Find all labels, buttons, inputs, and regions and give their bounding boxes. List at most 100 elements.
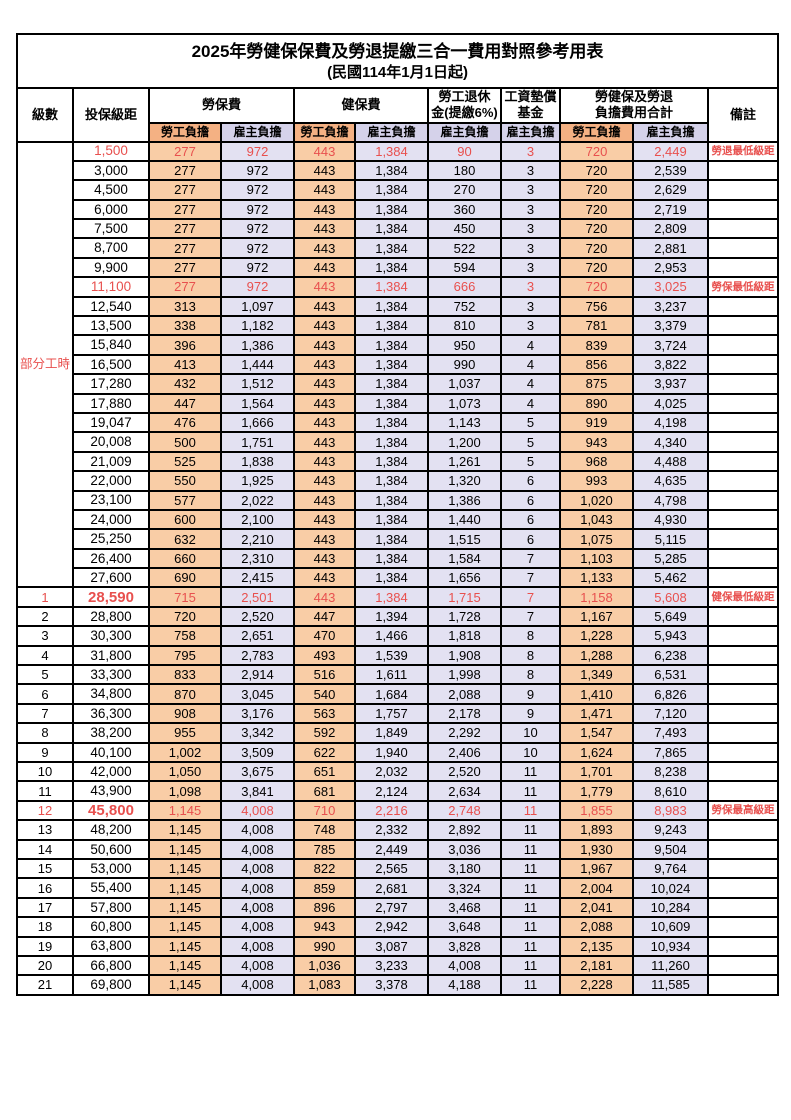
cell-salary: 48,200: [72, 819, 150, 841]
cell-total_er: 9,504: [632, 838, 709, 860]
cell-health_emp: 443: [293, 392, 356, 414]
cell-pension_er: 1,037: [427, 373, 502, 395]
cell-labor_er: 972: [220, 140, 295, 162]
cell-salary: 60,800: [72, 916, 150, 938]
table-row: 8,700 277 972 443 1,384 522 3 720 2,881: [17, 237, 779, 259]
cell-fund_er: 3: [500, 198, 561, 221]
cell-health_er: 2,797: [354, 896, 429, 919]
cell-pension_er: 1,656: [427, 567, 502, 589]
cell-labor_er: 2,022: [220, 489, 295, 511]
cell-health_er: 1,849: [354, 722, 429, 744]
cell-level: 8: [16, 722, 74, 744]
subheader-pension-employer: 雇主負擔: [427, 121, 502, 143]
cell-fund_er: 9: [500, 683, 561, 705]
cell-labor_emp: 277: [148, 276, 222, 298]
cell-total_er: 4,798: [632, 489, 709, 511]
cell-labor_emp: 690: [148, 567, 222, 589]
cell-total_emp: 1,779: [559, 780, 634, 802]
cell-total_er: 5,943: [632, 625, 709, 647]
cell-salary: 69,800: [72, 974, 150, 996]
cell-labor_emp: 313: [148, 295, 222, 318]
cell-labor_emp: 660: [148, 547, 222, 570]
cell-health_er: 3,378: [354, 974, 429, 996]
cell-fund_er: 6: [500, 508, 561, 531]
cell-total_emp: 875: [559, 373, 634, 395]
cell-labor_er: 972: [220, 159, 295, 182]
cell-pension_er: 1,440: [427, 508, 502, 531]
cell-health_emp: 516: [293, 664, 356, 686]
cell-health_emp: 493: [293, 644, 356, 667]
cell-total_er: 2,629: [632, 179, 709, 201]
cell-pension_er: 1,728: [427, 605, 502, 628]
page-title: 2025年勞健保保費及勞退提繳三合一費用對照參考用表: [191, 41, 604, 61]
header-row-sub: 勞工負擔 雇主負擔 勞工負擔 雇主負擔 雇主負擔 雇主負擔 勞工負擔 雇主負擔: [17, 121, 778, 143]
cell-salary: 45,800: [72, 799, 150, 822]
cell-labor_er: 4,008: [220, 974, 295, 996]
cell-total_emp: 756: [559, 295, 634, 318]
cell-health_emp: 443: [293, 353, 356, 376]
cell-health_emp: 651: [293, 760, 356, 783]
cell-total_er: 8,983: [632, 799, 709, 822]
cell-remark: [707, 431, 779, 453]
cell-level: 18: [16, 916, 74, 938]
table-row: 1 28,590 715 2,501 443 1,384 1,715 7 1,158 5,608 健…: [16, 586, 779, 608]
cell-health_er: 1,757: [354, 702, 429, 725]
cell-health_emp: 622: [293, 741, 356, 764]
table-body: 部分工時 1,500 277 972 443 1,384 90 3 720 2,449 勞退最低級距…: [16, 140, 779, 996]
table-row: 16 55,400 1,145 4,008 859 2,681 3,324 11 2,004 10…: [16, 877, 779, 899]
title-row: 2025年勞健保保費及勞退提繳三合一費用對照參考用表 (民國114年1月1日起): [16, 33, 779, 89]
cell-remark: [707, 838, 779, 860]
cell-total_emp: 720: [559, 218, 634, 240]
cell-pension_er: 360: [427, 198, 502, 221]
cell-salary: 36,300: [72, 702, 150, 725]
cell-fund_er: 8: [500, 644, 561, 667]
cell-pension_er: 1,515: [427, 528, 502, 550]
cell-level: 5: [16, 664, 74, 686]
cell-total_er: 6,531: [632, 664, 709, 686]
cell-labor_er: 4,008: [220, 935, 295, 957]
table-row: 15 53,000 1,145 4,008 822 2,565 3,180 11 1,967 9,…: [16, 857, 779, 880]
cell-labor_er: 972: [220, 179, 295, 201]
cell-fund_er: 3: [500, 295, 561, 318]
cell-salary: 30,300: [72, 625, 150, 647]
cell-pension_er: 950: [427, 334, 502, 356]
cell-health_er: 1,384: [354, 295, 429, 318]
cell-total_emp: 1,967: [559, 857, 634, 880]
cell-labor_er: 1,182: [220, 314, 295, 337]
cell-health_er: 1,384: [354, 547, 429, 570]
cell-pension_er: 1,818: [427, 625, 502, 647]
cell-pension_er: 1,998: [427, 664, 502, 686]
cell-remark: [707, 702, 779, 725]
cell-level: 3: [16, 625, 74, 647]
cell-fund_er: 3: [500, 276, 561, 298]
cell-health_emp: 443: [293, 528, 356, 550]
cell-labor_er: 3,176: [220, 702, 295, 725]
cell-health_emp: 822: [293, 857, 356, 880]
cell-health_emp: 592: [293, 722, 356, 744]
cell-fund_er: 5: [500, 431, 561, 453]
cell-total_er: 4,488: [632, 450, 709, 473]
table-row: 6 34,800 870 3,045 540 1,684 2,088 9 1,410 6,826: [16, 683, 779, 705]
table-row: 20,008 500 1,751 443 1,384 1,200 5 943 4,340: [17, 431, 779, 453]
cell-labor_emp: 1,145: [148, 974, 222, 996]
table-row: 10 42,000 1,050 3,675 651 2,032 2,520 11 1,701 8,…: [16, 760, 779, 783]
cell-health_emp: 443: [293, 159, 356, 182]
cell-fund_er: 4: [500, 373, 561, 395]
table-row: 17 57,800 1,145 4,008 896 2,797 3,468 11 2,041 10…: [16, 896, 779, 919]
cell-fund_er: 5: [500, 450, 561, 473]
cell-labor_emp: 1,145: [148, 857, 222, 880]
cell-salary: 66,800: [72, 954, 150, 977]
table-row: 4,500 277 972 443 1,384 270 3 720 2,629: [17, 179, 779, 201]
cell-fund_er: 3: [500, 314, 561, 337]
cell-fund_er: 3: [500, 179, 561, 201]
cell-health_emp: 563: [293, 702, 356, 725]
cell-fund_er: 8: [500, 625, 561, 647]
cell-total_er: 2,449: [632, 140, 709, 162]
cell-remark: [707, 411, 779, 434]
cell-remark: [707, 256, 779, 279]
cell-total_er: 6,826: [632, 683, 709, 705]
cell-health_er: 1,384: [354, 314, 429, 337]
cell-fund_er: 11: [500, 760, 561, 783]
cell-total_er: 2,719: [632, 198, 709, 221]
cell-fund_er: 4: [500, 353, 561, 376]
